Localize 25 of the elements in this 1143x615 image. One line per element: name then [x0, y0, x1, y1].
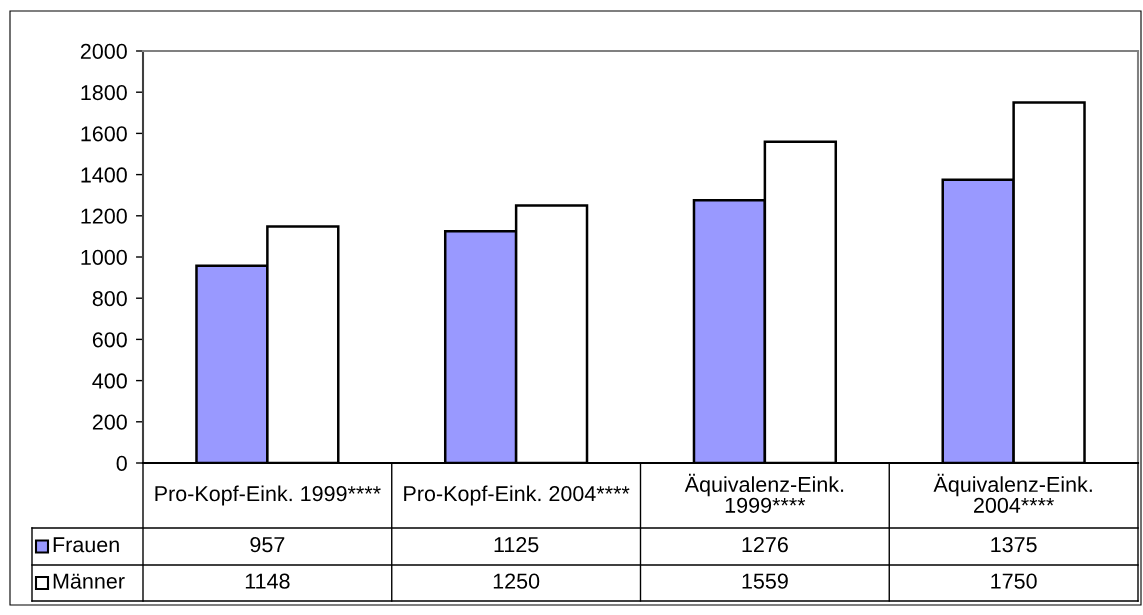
- y-tick-label: 2000: [80, 43, 127, 60]
- data-label: 1125: [494, 537, 539, 553]
- y-tick-label: 1400: [81, 167, 127, 183]
- data-label: 957: [250, 537, 285, 553]
- x-tick-label: Pro-Kopf-Eink. 2004****: [404, 485, 630, 506]
- data-label: 1276: [742, 537, 788, 553]
- data-label: 1750: [991, 573, 1037, 589]
- x-tick-label: Äquivalenz-Eink. 2004****: [933, 473, 1092, 513]
- y-tick-label: 400: [92, 373, 127, 389]
- y-tick-label: 1600: [81, 126, 127, 142]
- y-tick-label: 600: [92, 332, 127, 348]
- legend-label: Frauen: [53, 537, 119, 553]
- x-tick-label: Pro-Kopf-Eink. 1999****: [155, 485, 381, 506]
- legend-label: Männer: [53, 573, 125, 589]
- data-label: 1148: [245, 573, 290, 589]
- y-tick-label: 1000: [81, 249, 127, 266]
- data-label: 1250: [493, 573, 540, 589]
- data-label: 1559: [742, 573, 788, 589]
- y-tick-label: 0: [116, 455, 127, 472]
- y-tick-label: 800: [92, 290, 127, 307]
- data-label: 1375: [991, 537, 1037, 553]
- y-tick-label: 1800: [81, 84, 127, 101]
- y-tick-label: 1200: [81, 208, 127, 224]
- y-tick-label: 200: [92, 414, 127, 430]
- x-tick-label: Äquivalenz-Eink. 1999****: [684, 473, 844, 513]
